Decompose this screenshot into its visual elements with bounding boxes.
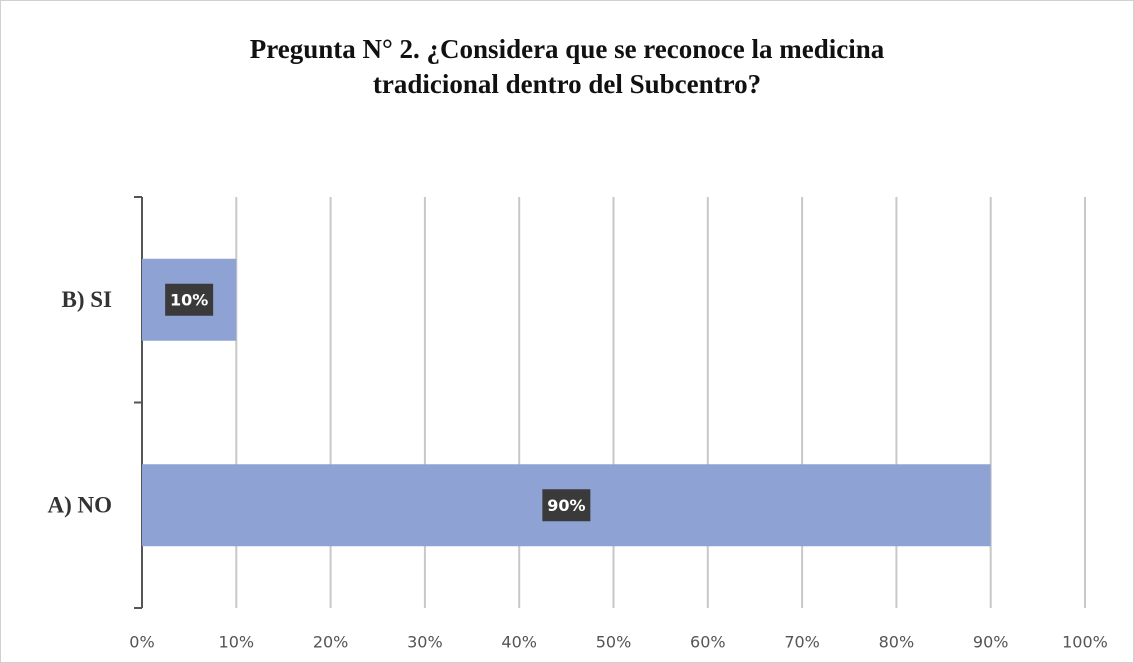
- x-tick-label: 10%: [219, 633, 255, 652]
- y-tick-label: A) NO: [47, 493, 112, 518]
- x-tick-label: 80%: [879, 633, 915, 652]
- data-label: 90%: [547, 496, 585, 515]
- chart-title: tradicional dentro del Subcentro?: [373, 69, 761, 99]
- x-tick-label: 50%: [596, 633, 632, 652]
- x-tick-label: 100%: [1062, 633, 1108, 652]
- x-tick-label: 20%: [313, 633, 349, 652]
- data-label-box: [542, 489, 591, 522]
- data-label-box: [165, 283, 214, 316]
- x-tick-label: 70%: [784, 633, 820, 652]
- x-tick-label: 60%: [690, 633, 726, 652]
- y-tick-label: B) SI: [62, 287, 113, 312]
- data-label: 10%: [170, 290, 208, 309]
- x-tick-label: 30%: [407, 633, 443, 652]
- x-tick-label: 40%: [501, 633, 537, 652]
- x-tick-label: 0%: [129, 633, 154, 652]
- chart-title: Pregunta N° 2. ¿Considera que se reconoc…: [250, 34, 885, 64]
- x-tick-label: 90%: [973, 633, 1009, 652]
